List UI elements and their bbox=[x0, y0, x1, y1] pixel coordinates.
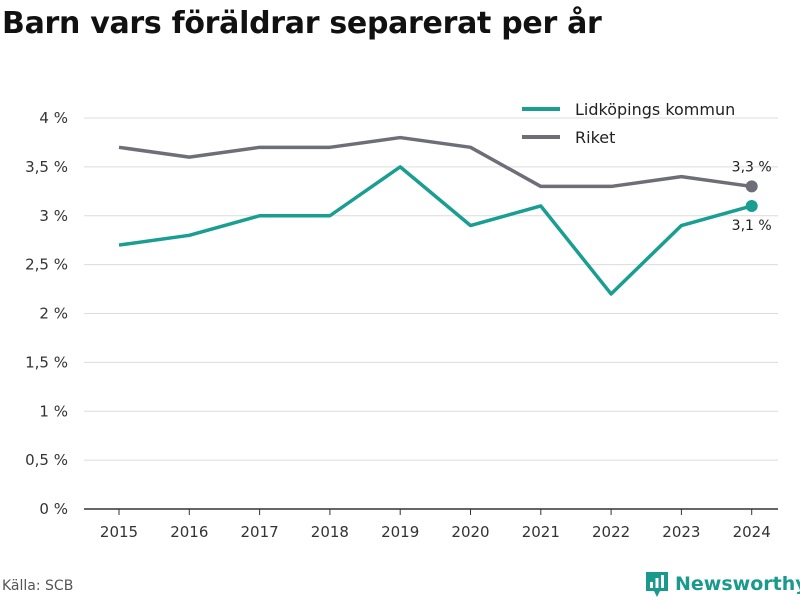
x-tick-label: 2020 bbox=[451, 523, 489, 541]
y-tick-label: 0,5 % bbox=[25, 451, 68, 469]
x-axis: 2015 2016 2017 2018 2019 2020 2021 2022 2023 2024 bbox=[100, 509, 771, 541]
y-tick-label: 3,5 % bbox=[25, 158, 68, 176]
series-line-lidkoping bbox=[118, 165, 753, 296]
series-line-riket bbox=[118, 135, 752, 189]
legend: Lidköpings kommun Riket bbox=[522, 100, 735, 147]
x-tick-label: 2024 bbox=[733, 523, 771, 541]
y-tick-label: 0 % bbox=[39, 500, 68, 518]
end-point-lidkoping bbox=[745, 199, 758, 212]
series-lines: 3,3 % 3,1 % bbox=[118, 135, 772, 296]
brand-logo: Newsworthy bbox=[645, 570, 800, 598]
chart-title: Barn vars föräldrar separerat per år bbox=[2, 6, 602, 41]
end-label-riket: 3,3 % bbox=[732, 159, 772, 175]
x-tick-label: 2023 bbox=[662, 523, 700, 541]
x-tick-label: 2016 bbox=[170, 523, 208, 541]
legend-label-riket: Riket bbox=[575, 128, 615, 147]
legend-label-lidkoping: Lidköpings kommun bbox=[575, 100, 735, 119]
y-tick-label: 1 % bbox=[39, 402, 68, 420]
x-tick-label: 2017 bbox=[241, 523, 279, 541]
y-tick-label: 4 % bbox=[39, 109, 68, 127]
x-tick-label: 2015 bbox=[100, 523, 138, 541]
brand-name: Newsworthy bbox=[675, 573, 800, 595]
y-axis-ticks: 0 % 0,5 % 1 % 1,5 % 2 % 2,5 % 3 % 3,5 % 4 % bbox=[25, 109, 68, 518]
x-tick-label: 2018 bbox=[311, 523, 349, 541]
end-point-riket bbox=[745, 180, 758, 193]
y-tick-label: 1,5 % bbox=[25, 353, 68, 371]
y-tick-label: 3 % bbox=[39, 207, 68, 225]
end-label-lidkoping: 3,1 % bbox=[732, 218, 772, 234]
y-tick-label: 2,5 % bbox=[25, 256, 68, 274]
x-tick-label: 2019 bbox=[381, 523, 419, 541]
source-note: Källa: SCB bbox=[2, 578, 74, 594]
y-tick-label: 2 % bbox=[39, 305, 68, 323]
x-tick-label: 2022 bbox=[592, 523, 630, 541]
newsworthy-logo-icon bbox=[646, 572, 668, 597]
grid-lines bbox=[84, 117, 778, 510]
x-tick-label: 2021 bbox=[522, 523, 560, 541]
